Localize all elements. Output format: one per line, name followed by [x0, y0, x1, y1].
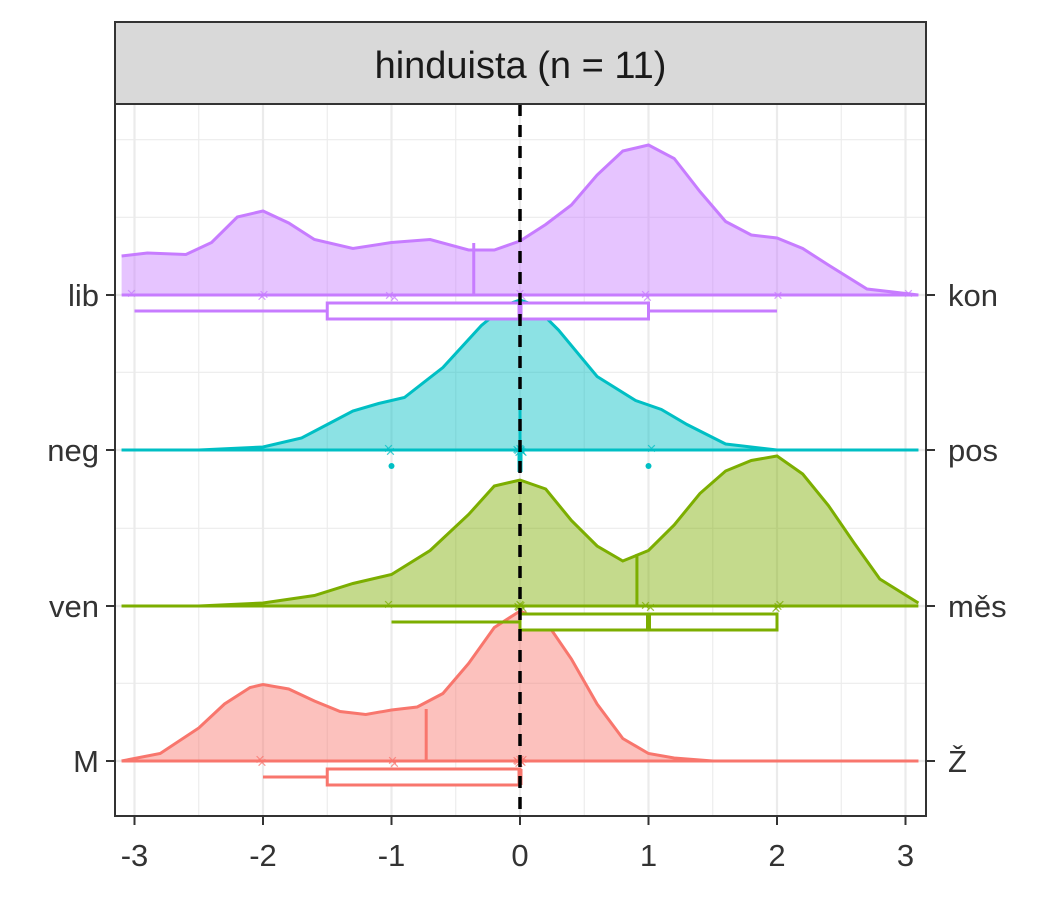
- data-point: ×: [517, 753, 527, 772]
- facet-strip-background: [114, 21, 927, 105]
- data-point: ×: [904, 284, 914, 303]
- box: [325, 301, 650, 321]
- data-point: ×: [385, 286, 395, 305]
- data-point: ×: [518, 599, 528, 618]
- density-line: [121, 454, 920, 608]
- x-tick-label: 3: [897, 838, 914, 873]
- x-tick-label: -1: [378, 838, 406, 873]
- data-point: ×: [516, 596, 526, 615]
- data-point: ×: [514, 598, 524, 617]
- x-tick-label: 1: [640, 838, 657, 873]
- data-point: ×: [773, 286, 783, 305]
- y-left-tick-label: neg: [47, 433, 99, 468]
- outlier-point: [388, 463, 395, 469]
- x-tick-label: 2: [768, 838, 785, 873]
- density-area: [121, 611, 919, 761]
- data-point: ×: [515, 595, 525, 614]
- density-line: [121, 609, 919, 763]
- y-right-tick-label: kon: [948, 278, 998, 313]
- data-point: ×: [512, 440, 522, 459]
- x-tick-label: -2: [249, 838, 277, 873]
- box: [325, 767, 522, 787]
- facet-strip: hinduista (n = 11): [114, 21, 927, 105]
- data-point: ×: [257, 753, 267, 772]
- density-line: [121, 143, 919, 297]
- data-point: ×: [518, 443, 528, 462]
- data-point: ×: [384, 439, 394, 458]
- outlier-point: [645, 463, 652, 469]
- data-point: ×: [259, 285, 269, 304]
- data-point: ×: [517, 287, 527, 306]
- data-point: ×: [512, 751, 522, 770]
- y-right-tick-label: pos: [948, 433, 998, 468]
- data-point: ×: [775, 595, 785, 614]
- y-right-tick-label: měs: [948, 589, 1007, 624]
- data-point: ×: [518, 750, 528, 769]
- y-left-tick-label: lib: [68, 278, 99, 313]
- data-point: ×: [641, 285, 651, 304]
- data-point: ×: [643, 288, 653, 307]
- y-left-tick-label: ven: [49, 589, 99, 624]
- y-left-tick-label: M: [73, 744, 99, 779]
- data-point: ×: [390, 288, 400, 307]
- data-point: ×: [646, 598, 656, 617]
- data-point: ×: [386, 442, 396, 461]
- data-point: ×: [388, 751, 398, 770]
- data-point: ×: [771, 599, 781, 618]
- density-area: [121, 300, 919, 450]
- data-point: ×: [257, 287, 267, 306]
- data-point: ×: [513, 752, 523, 771]
- x-tick-label: 0: [511, 838, 528, 873]
- x-tick-label: -3: [121, 838, 149, 873]
- data-point: ×: [773, 597, 783, 616]
- data-point: ×: [384, 595, 394, 614]
- data-point: ×: [513, 597, 523, 616]
- data-point: ×: [255, 750, 265, 769]
- density-area: [121, 145, 919, 295]
- data-point: ×: [647, 439, 657, 458]
- facet-strip-title: hinduista (n = 11): [375, 45, 667, 87]
- data-point: ×: [127, 284, 137, 303]
- data-point: ×: [390, 754, 400, 773]
- data-point: ×: [641, 596, 651, 615]
- y-right-tick-label: Ž: [948, 744, 967, 779]
